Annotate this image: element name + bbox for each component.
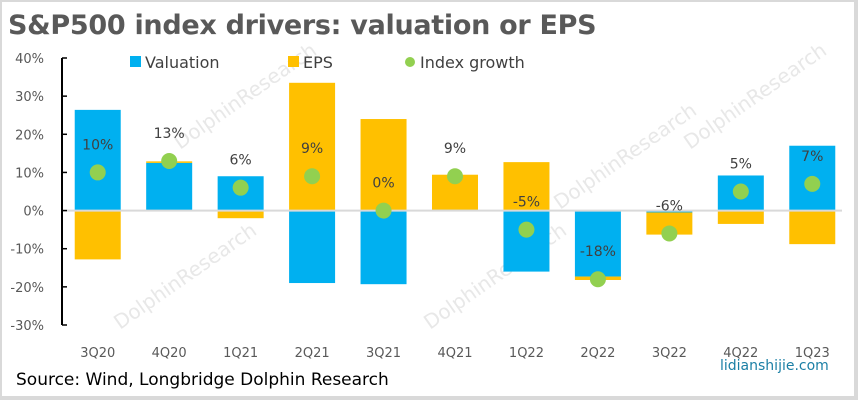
x-tick-label: 1Q21 (223, 346, 258, 361)
valuation-bar (574, 210, 621, 277)
watermark-text: DolphinResearch (549, 98, 701, 214)
data-label: -18% (580, 244, 616, 260)
data-label: 9% (444, 141, 466, 157)
eps-bar (289, 82, 336, 211)
index-growth-point (732, 183, 749, 200)
data-labels-layer: 10% 13% 6% 9% 0% 9% -5% -18% -6% 5% 7% (82, 126, 823, 260)
y-tick-label: 10% (15, 166, 44, 181)
index-growth-point (304, 168, 321, 185)
valuation-bar (146, 162, 193, 211)
x-tick-label: 2Q21 (295, 346, 330, 361)
eps-bar (503, 162, 550, 211)
y-axis: 40% 30% 20% 10% 0% -10% -20% -30% (10, 52, 67, 334)
index-growth-point (232, 179, 249, 196)
legend-label: Index growth (420, 53, 525, 72)
index-growth-point (375, 202, 392, 219)
index-growth-point (804, 175, 821, 192)
x-tick-label: 2Q22 (580, 346, 615, 361)
data-label: 7% (801, 149, 823, 165)
x-tick-label: 1Q22 (509, 346, 544, 361)
index-growth-point (89, 164, 106, 181)
valuation-bar (503, 210, 550, 272)
valuation-bar (360, 210, 407, 285)
x-tick-label: 4Q20 (152, 346, 187, 361)
watermark-text: DolphinResearch (109, 218, 261, 334)
legend: Valuation EPS Index growth (130, 53, 525, 72)
source-note: Source: Wind, Longbridge Dolphin Researc… (16, 370, 389, 390)
watermark-text: DolphinResearch (679, 38, 831, 154)
index-growth-point (161, 152, 178, 169)
bars-layer (74, 82, 836, 285)
y-tick-label: -10% (10, 243, 44, 258)
y-tick-label: 0% (23, 205, 44, 220)
x-tick-label: 4Q22 (723, 346, 758, 361)
chart-title: S&P500 index drivers: valuation or EPS (8, 10, 597, 41)
index-growth-point (518, 221, 535, 238)
legend-valuation-swatch (130, 56, 141, 67)
data-label: 0% (372, 176, 394, 192)
legend-label: EPS (303, 53, 333, 72)
y-tick-label: 20% (15, 128, 44, 143)
legend-label: Valuation (145, 53, 220, 72)
chart-frame (2, 2, 854, 396)
data-label: 5% (730, 157, 752, 173)
legend-eps-swatch (288, 56, 299, 67)
index-growth-point (589, 271, 606, 288)
site-watermark: lidianshijie.com (720, 358, 829, 374)
y-tick-label: -30% (10, 319, 44, 334)
data-label: 6% (230, 153, 252, 169)
data-label: 9% (301, 141, 323, 157)
eps-bar (789, 210, 836, 245)
y-tick-label: -20% (10, 281, 44, 296)
index-growth-point (447, 168, 463, 185)
x-tick-label: 3Q21 (366, 346, 401, 361)
data-label: 13% (154, 126, 185, 142)
valuation-bar (289, 210, 336, 284)
x-tick-label: 4Q21 (437, 346, 472, 361)
legend-index-growth-marker (405, 57, 415, 67)
y-tick-label: 30% (15, 90, 44, 105)
x-tick-label: 3Q20 (80, 346, 115, 361)
eps-bar (217, 210, 264, 219)
x-axis-labels: 3Q20 4Q20 1Q21 2Q21 3Q21 4Q21 1Q22 2Q22 3Q22 4Q22… (80, 346, 830, 361)
data-label: -6% (656, 198, 683, 214)
data-label: -5% (513, 195, 540, 211)
valuation-bar (74, 109, 121, 211)
data-label: 10% (82, 137, 113, 153)
eps-bar (74, 210, 121, 260)
x-tick-label: 3Q22 (652, 346, 687, 361)
index-growth-point (661, 225, 678, 242)
index-growth-layer (89, 152, 821, 288)
eps-bar (717, 210, 764, 224)
y-tick-label: 40% (15, 52, 44, 67)
eps-bar (360, 119, 407, 211)
eps-bar (646, 212, 693, 235)
x-tick-label: 1Q23 (795, 346, 830, 361)
